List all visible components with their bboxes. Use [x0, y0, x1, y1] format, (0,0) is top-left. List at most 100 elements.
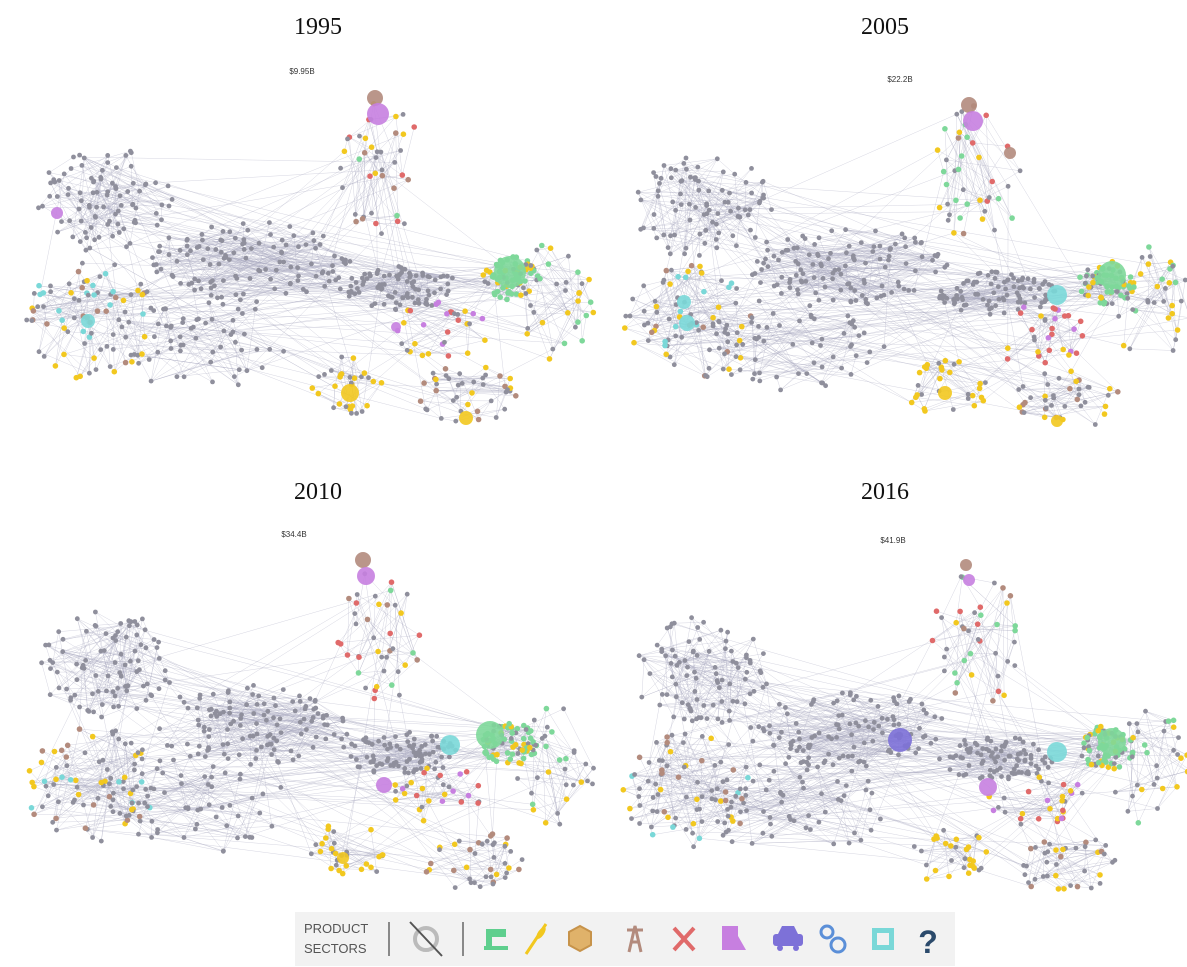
node	[800, 271, 806, 277]
node	[546, 356, 553, 362]
node	[352, 212, 358, 217]
node	[933, 736, 939, 742]
node	[653, 174, 659, 179]
node	[576, 290, 582, 297]
node	[737, 786, 743, 792]
node	[1005, 183, 1011, 189]
node	[159, 217, 164, 223]
node	[316, 374, 322, 379]
node	[549, 729, 555, 735]
node	[278, 785, 284, 790]
node	[475, 782, 482, 789]
node	[995, 688, 1002, 695]
node	[964, 201, 970, 207]
node	[654, 642, 660, 648]
node	[774, 374, 779, 380]
node	[563, 280, 569, 285]
node	[1083, 839, 1089, 846]
node	[424, 765, 430, 772]
machinery-button[interactable]	[819, 924, 847, 954]
node	[903, 261, 909, 266]
node	[359, 409, 365, 414]
node	[240, 221, 246, 227]
node	[1036, 766, 1041, 772]
help-button[interactable]: ?	[918, 924, 938, 960]
node	[1060, 346, 1066, 353]
node	[962, 856, 968, 862]
node	[98, 838, 104, 844]
chemicals-button[interactable]	[722, 926, 746, 950]
node	[654, 740, 659, 745]
node	[970, 282, 976, 287]
vehicles-button[interactable]	[773, 926, 803, 951]
node	[873, 228, 878, 234]
node	[1135, 729, 1141, 735]
node	[955, 135, 962, 141]
textiles-button[interactable]	[484, 929, 508, 950]
node	[1174, 327, 1181, 333]
node	[629, 816, 634, 821]
node	[575, 269, 581, 276]
node	[756, 324, 761, 329]
node	[77, 704, 82, 710]
node	[73, 374, 80, 381]
node	[1071, 326, 1077, 332]
big-node	[391, 322, 401, 332]
node	[727, 718, 732, 723]
node	[417, 398, 424, 405]
node	[407, 729, 412, 735]
agriculture-button[interactable]	[524, 923, 548, 955]
node	[1111, 765, 1117, 772]
node	[507, 375, 513, 382]
node	[221, 751, 227, 757]
node	[834, 735, 839, 740]
big-node	[337, 852, 349, 864]
minerals-button[interactable]	[627, 925, 643, 953]
node	[72, 797, 77, 803]
node	[482, 337, 488, 344]
node	[716, 685, 722, 691]
node	[104, 688, 109, 694]
electronics-button[interactable]	[872, 928, 894, 950]
node	[730, 659, 736, 664]
node	[28, 805, 35, 811]
node	[867, 807, 873, 813]
node	[458, 799, 465, 805]
node	[554, 281, 559, 287]
node	[502, 406, 508, 412]
reset-button[interactable]	[409, 921, 443, 957]
node	[508, 849, 514, 854]
node	[932, 714, 938, 720]
node	[56, 799, 61, 805]
node	[687, 217, 693, 223]
node	[816, 297, 822, 303]
node	[649, 831, 656, 838]
node	[356, 654, 362, 660]
node	[1038, 313, 1044, 319]
node	[231, 250, 237, 256]
node	[376, 601, 382, 608]
node	[453, 418, 459, 424]
node	[433, 387, 440, 394]
node	[716, 319, 722, 325]
metals-button[interactable]	[672, 926, 696, 952]
node	[80, 328, 87, 335]
node	[227, 803, 233, 808]
node	[151, 637, 157, 642]
node	[1161, 728, 1167, 734]
node	[185, 741, 190, 747]
node	[518, 292, 524, 299]
node	[944, 646, 949, 652]
node	[913, 239, 918, 245]
node	[565, 310, 571, 316]
node	[891, 722, 897, 728]
node	[218, 249, 224, 255]
node	[886, 747, 892, 753]
node	[465, 792, 472, 799]
node	[319, 270, 325, 276]
big-node	[341, 384, 359, 402]
node	[326, 278, 332, 284]
stone-button[interactable]	[568, 924, 592, 953]
node	[741, 800, 746, 806]
node	[986, 748, 992, 754]
